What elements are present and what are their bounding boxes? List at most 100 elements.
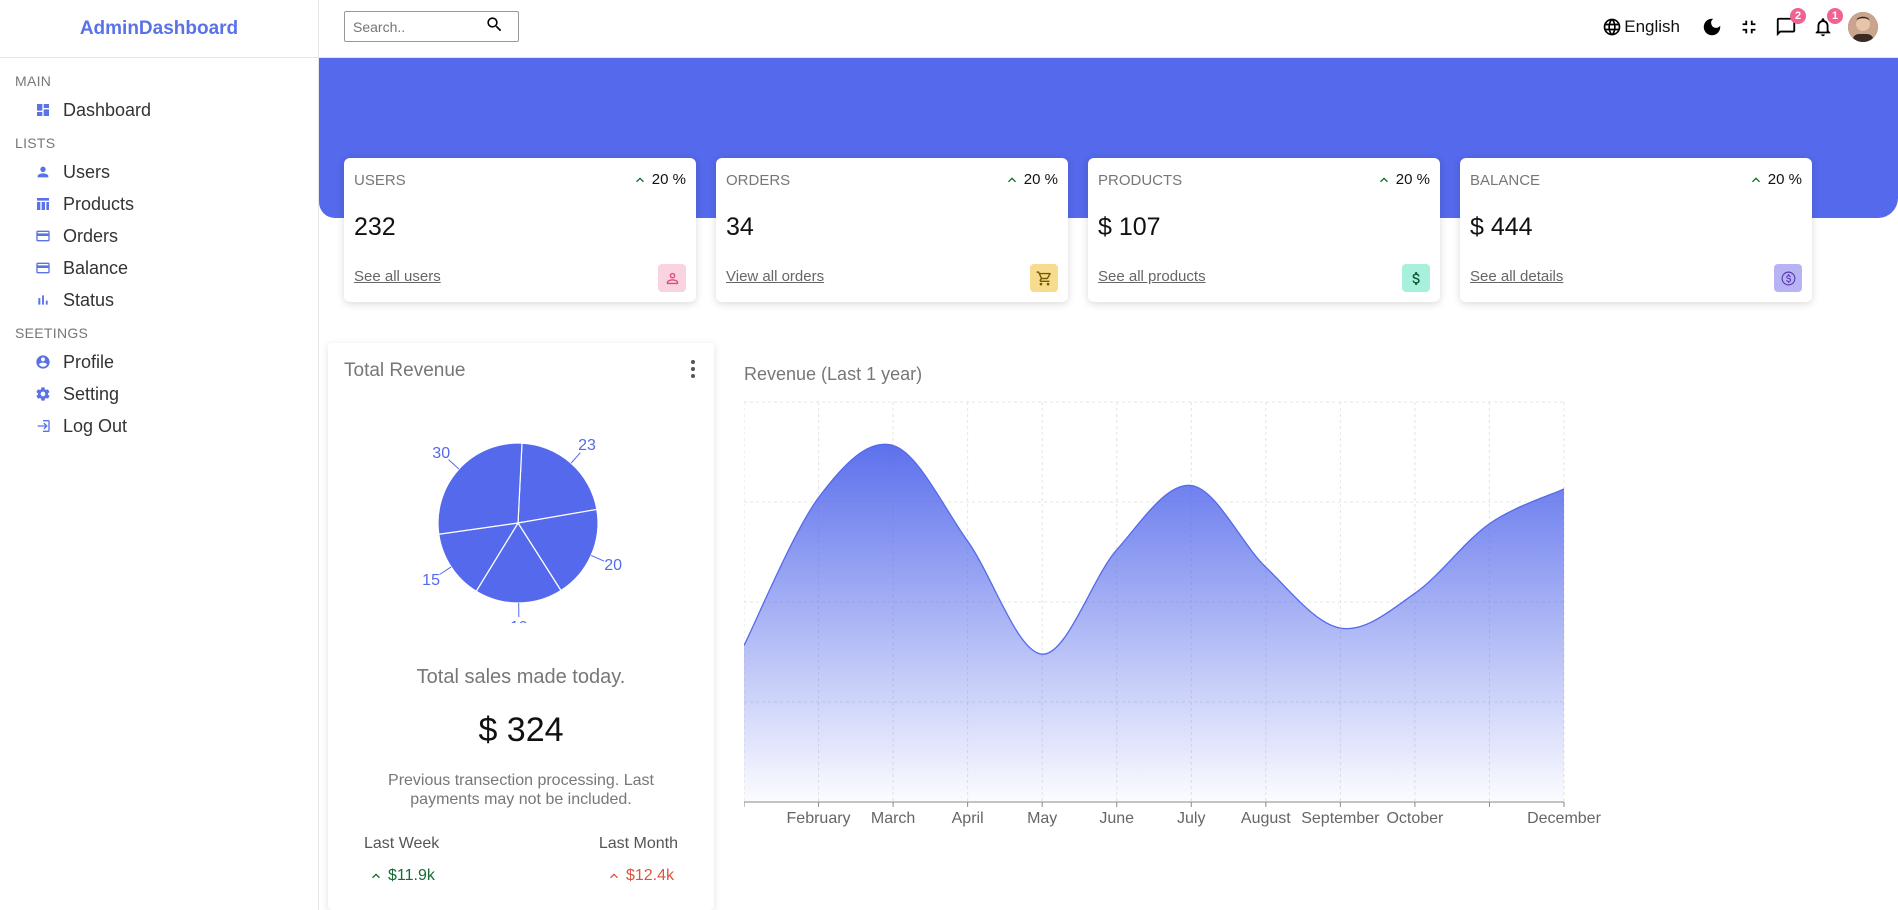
revenue-chart-container: Revenue (Last 1 year) February March April… (744, 360, 1614, 840)
chevron-up-icon (1007, 176, 1016, 182)
credit-card-icon (35, 260, 51, 276)
widget-value: 232 (354, 213, 396, 241)
sidebar-item-label: Orders (63, 225, 119, 246)
sidebar-item-status[interactable]: Status (0, 284, 318, 316)
card-title: Total Revenue (344, 360, 466, 381)
x-tick-label: March (871, 810, 915, 827)
chat-icon[interactable]: 2 (1774, 8, 1806, 39)
revenue-area (744, 444, 1564, 802)
widget-percentage: 20 % (632, 171, 686, 188)
x-tick-label: October (1386, 810, 1444, 827)
chevron-up-icon (372, 873, 380, 879)
widget-value: $ 107 (1098, 213, 1161, 241)
dashboard-icon (35, 102, 51, 118)
widget-users: USERS 20 % 232 See all users (344, 158, 696, 302)
widget-percentage: 20 % (1004, 171, 1058, 188)
widget-balance: BALANCE 20 % $ 444 See all details (1460, 158, 1812, 302)
x-tick-label: April (952, 810, 984, 827)
card-subtitle: Total sales made today. (416, 666, 626, 688)
sidebar-item-orders[interactable]: Orders (0, 220, 318, 252)
sidebar-item-logout[interactable]: Log Out (0, 410, 318, 442)
account-circle-icon (35, 354, 51, 370)
card-note: Previous transection processing. Last pa… (388, 772, 654, 808)
last-month-amount: $12.4k (625, 867, 674, 884)
widget-value: 34 (726, 213, 754, 241)
widget-link[interactable]: See all products (1098, 268, 1206, 285)
sidebar-item-setting[interactable]: Setting (0, 378, 318, 410)
table-icon (35, 196, 51, 212)
widget-title: ORDERS (726, 172, 791, 189)
sidebar-item-label: Dashboard (63, 99, 152, 120)
x-tick-label: June (1099, 810, 1134, 827)
widget-link[interactable]: See all details (1470, 268, 1564, 285)
sidebar-item-balance[interactable]: Balance (0, 252, 318, 284)
notifications-badge: 1 (1827, 8, 1843, 24)
sidebar-item-label: Status (63, 289, 115, 310)
sidebar-item-label: Products (63, 193, 135, 214)
sidebar-section-main: MAIN (15, 73, 52, 89)
globe-icon (1603, 18, 1621, 36)
widget-title: PRODUCTS (1098, 172, 1183, 189)
pie-label: 15 (422, 572, 440, 589)
x-tick-label: December (1527, 810, 1601, 827)
language-selector[interactable]: English (1602, 17, 1680, 37)
app-logo[interactable]: AdminDashboard (79, 17, 239, 39)
pie-label-line (439, 566, 452, 576)
sidebar-item-profile[interactable]: Profile (0, 346, 318, 378)
last-week-amount: $11.9k (388, 867, 435, 884)
widget-percent-value: 20 % (1395, 171, 1430, 188)
logo-area: AdminDashboard (0, 0, 318, 58)
avatar[interactable] (1848, 12, 1878, 42)
notifications-icon[interactable]: 1 (1811, 8, 1843, 39)
topbar-actions: English 2 1 (1602, 0, 1898, 54)
chevron-up-icon (609, 873, 618, 879)
total-revenue-card: Total Revenue 23 20 19 15 30 Total sales mad… (328, 343, 714, 910)
gear-icon (35, 386, 51, 402)
sidebar-item-products[interactable]: Products (0, 188, 318, 220)
sidebar-item-label: Balance (63, 257, 129, 278)
last-week-value: $11.9k (368, 867, 435, 885)
pie-label: 19 (510, 619, 528, 623)
sidebar: AdminDashboard MAIN Dashboard LISTS User… (0, 0, 319, 910)
person-icon (35, 164, 51, 180)
chevron-up-icon (1751, 176, 1760, 182)
revenue-pie-chart: 23 20 19 15 30 (422, 437, 622, 623)
x-tick-label: July (1177, 810, 1205, 827)
widget-percentage: 20 % (1376, 171, 1430, 188)
pie-label: 20 (604, 557, 622, 574)
revenue-area-chart: February March April May June July August Septe… (744, 401, 1602, 827)
x-tick-label: May (1027, 810, 1057, 827)
sidebar-section-lists: LISTS (15, 135, 56, 151)
sidebar-item-label: Log Out (63, 415, 128, 436)
shopping-cart-icon (1030, 264, 1058, 292)
logout-icon (35, 418, 51, 434)
widget-products: PRODUCTS 20 % $ 107 See all products (1088, 158, 1440, 302)
pie-slice[interactable] (438, 522, 520, 593)
fullscreen-exit-icon[interactable] (1737, 15, 1761, 39)
pie-label: 30 (432, 445, 450, 462)
pie-slice[interactable] (517, 508, 599, 592)
sidebar-item-dashboard[interactable]: Dashboard (0, 94, 318, 126)
search-icon[interactable] (485, 15, 504, 39)
widget-link[interactable]: See all users (354, 268, 441, 285)
dark-mode-toggle-icon[interactable] (1700, 15, 1724, 39)
person-outline-icon (658, 264, 686, 292)
sidebar-item-users[interactable]: Users (0, 156, 318, 188)
x-tick-label: August (1241, 810, 1291, 827)
widget-percent-value: 20 % (1023, 171, 1058, 188)
widget-title: USERS (354, 172, 406, 189)
more-vert-icon[interactable] (690, 359, 696, 379)
pie-label-line (448, 459, 460, 470)
widget-percent-value: 20 % (1767, 171, 1802, 188)
x-tick-label: February (787, 810, 851, 827)
widget-link[interactable]: View all orders (726, 268, 825, 285)
search-input[interactable] (345, 18, 485, 35)
sales-amount: $ 324 (478, 711, 564, 749)
widget-percentage: 20 % (1748, 171, 1802, 188)
last-month-label: Last Month (598, 835, 678, 852)
pie-slice[interactable] (517, 442, 598, 524)
sidebar-section-settings: SEETINGS (15, 325, 89, 341)
pie-slice[interactable] (437, 442, 523, 535)
dollar-icon (1402, 264, 1430, 292)
